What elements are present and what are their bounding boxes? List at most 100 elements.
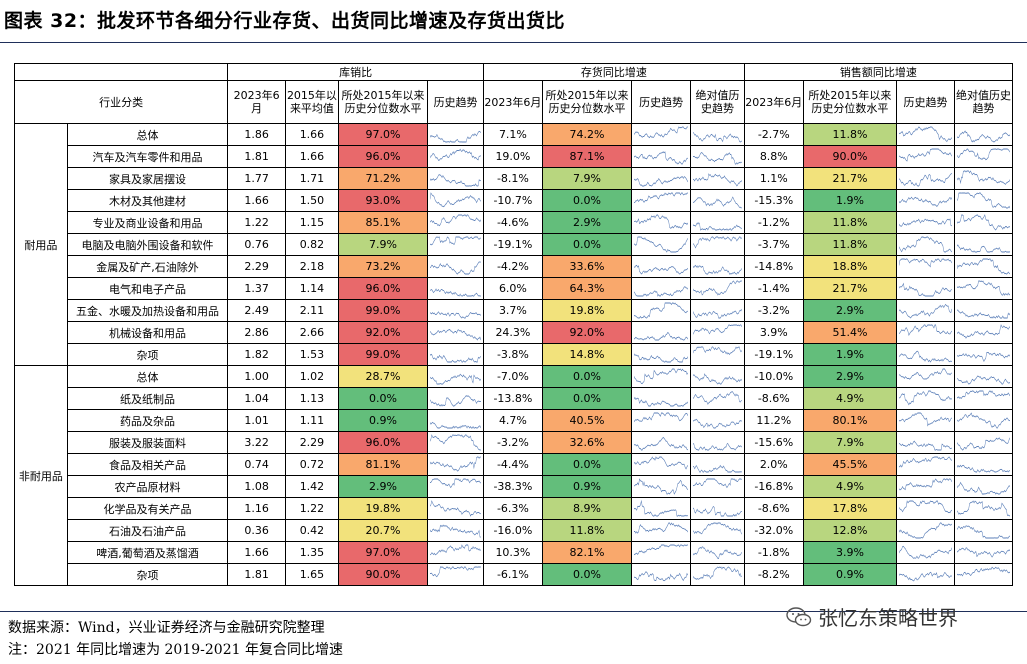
sales-percentile: 90.0% (802, 145, 898, 168)
inv-sales-percentile: 97.0% (337, 541, 429, 564)
sales-yoy: -16.8% (743, 475, 804, 498)
sales-percentile: 4.9% (802, 475, 898, 498)
sparkline (634, 456, 689, 470)
abs-trend-cell (690, 453, 745, 476)
sparkline (956, 244, 1010, 253)
inv-sales-ratio: 1.66 (227, 541, 287, 564)
sparkline (899, 258, 952, 268)
inv-sales-percentile: 92.0% (337, 321, 429, 344)
sparkline (430, 544, 481, 556)
sales-yoy: 1.1% (743, 167, 804, 190)
trend-cell (896, 321, 955, 344)
sparkline (956, 280, 1010, 296)
sparkline (634, 499, 689, 517)
category-label: 机械设备和用品 (66, 321, 229, 344)
sparkline (634, 436, 689, 451)
sales-yoy: -8.2% (743, 563, 804, 586)
inventory-percentile: 7.9% (541, 167, 633, 190)
sparkline (693, 442, 742, 451)
sales-percentile: 11.8% (802, 211, 898, 234)
trend-cell (631, 519, 692, 542)
trend-cell (631, 563, 692, 586)
sales-percentile: 4.9% (802, 387, 898, 410)
sparkline (430, 261, 481, 275)
trend-cell (631, 387, 692, 410)
sparkline (693, 173, 742, 187)
sparkline (693, 196, 742, 209)
abs-trend-cell (690, 255, 745, 278)
sparkline (956, 437, 1010, 451)
sparkline (430, 373, 481, 385)
sparkline (956, 352, 1010, 362)
abs-trend-cell (953, 299, 1014, 322)
sales-percentile: 2.9% (802, 299, 898, 322)
inv-sales-avg: 2.66 (285, 321, 339, 344)
inv-sales-ratio: 1.77 (227, 167, 287, 190)
sparkline (899, 350, 952, 363)
inventory-yoy: -4.2% (482, 255, 543, 278)
sparkline (956, 481, 1010, 495)
abs-trend-cell (690, 123, 745, 146)
sparkline (430, 524, 481, 538)
inventory-yoy: 3.7% (482, 299, 543, 322)
sparkline (634, 286, 689, 297)
trend-cell (427, 365, 484, 388)
abs-trend-cell (953, 211, 1014, 234)
inv-sales-avg: 1.50 (285, 189, 339, 212)
category-label: 杂项 (66, 563, 229, 586)
sparkline (634, 412, 689, 423)
sales-yoy: 8.8% (743, 145, 804, 168)
inv-sales-ratio: 2.49 (227, 299, 287, 322)
inventory-yoy: -8.1% (482, 167, 543, 190)
trend-cell (896, 299, 955, 322)
trend-cell (631, 321, 692, 344)
col-header: 历史趋势 (631, 80, 692, 124)
sparkline (899, 522, 952, 539)
inventory-percentile: 87.1% (541, 145, 633, 168)
abs-trend-cell (953, 519, 1014, 542)
sales-percentile: 1.9% (802, 343, 898, 366)
sparkline (430, 174, 481, 187)
trend-cell (631, 299, 692, 322)
category-label: 食品及相关产品 (66, 453, 229, 476)
category-label: 化学品及有关产品 (66, 497, 229, 520)
inventory-percentile: 8.9% (541, 497, 633, 520)
trend-cell (427, 211, 484, 234)
inv-sales-avg: 1.35 (285, 541, 339, 564)
abs-trend-cell (690, 211, 745, 234)
inventory-percentile: 0.9% (541, 475, 633, 498)
sales-yoy: -3.7% (743, 233, 804, 256)
trend-cell (896, 123, 955, 146)
inv-sales-avg: 0.72 (285, 453, 339, 476)
category-label: 木材及其他建材 (66, 189, 229, 212)
inventory-yoy: -3.2% (482, 431, 543, 454)
abs-trend-cell (953, 365, 1014, 388)
inv-sales-ratio: 1.00 (227, 365, 287, 388)
sparkline (430, 311, 481, 319)
trend-cell (427, 563, 484, 586)
category-label: 啤酒,葡萄酒及蒸馏酒 (66, 541, 229, 564)
figure-title: 图表 32：批发环节各细分行业存货、出货同比增速及存货出货比 (4, 10, 566, 32)
sparkline (693, 132, 742, 143)
sales-percentile: 45.5% (802, 453, 898, 476)
trend-cell (896, 475, 955, 498)
category-label: 药品及杂品 (66, 409, 229, 432)
sparkline (693, 346, 742, 356)
category-label: 石油及石油产品 (66, 519, 229, 542)
sparkline (634, 151, 689, 165)
inventory-percentile: 2.9% (541, 211, 633, 234)
inv-sales-avg: 1.66 (285, 123, 339, 146)
abs-trend-cell (953, 431, 1014, 454)
sparkline (899, 368, 952, 380)
inv-sales-percentile: 28.7% (337, 365, 429, 388)
group-header-inv-sales: 库销比 (227, 63, 484, 81)
trend-cell (427, 299, 484, 322)
inventory-yoy: -7.0% (482, 365, 543, 388)
sparkline (430, 456, 481, 472)
inventory-percentile: 92.0% (541, 321, 633, 344)
inventory-yoy: -16.0% (482, 519, 543, 542)
sparkline (430, 236, 481, 246)
sparkline (693, 324, 742, 335)
category-label: 服装及服装面料 (66, 431, 229, 454)
inv-sales-ratio: 2.29 (227, 255, 287, 278)
